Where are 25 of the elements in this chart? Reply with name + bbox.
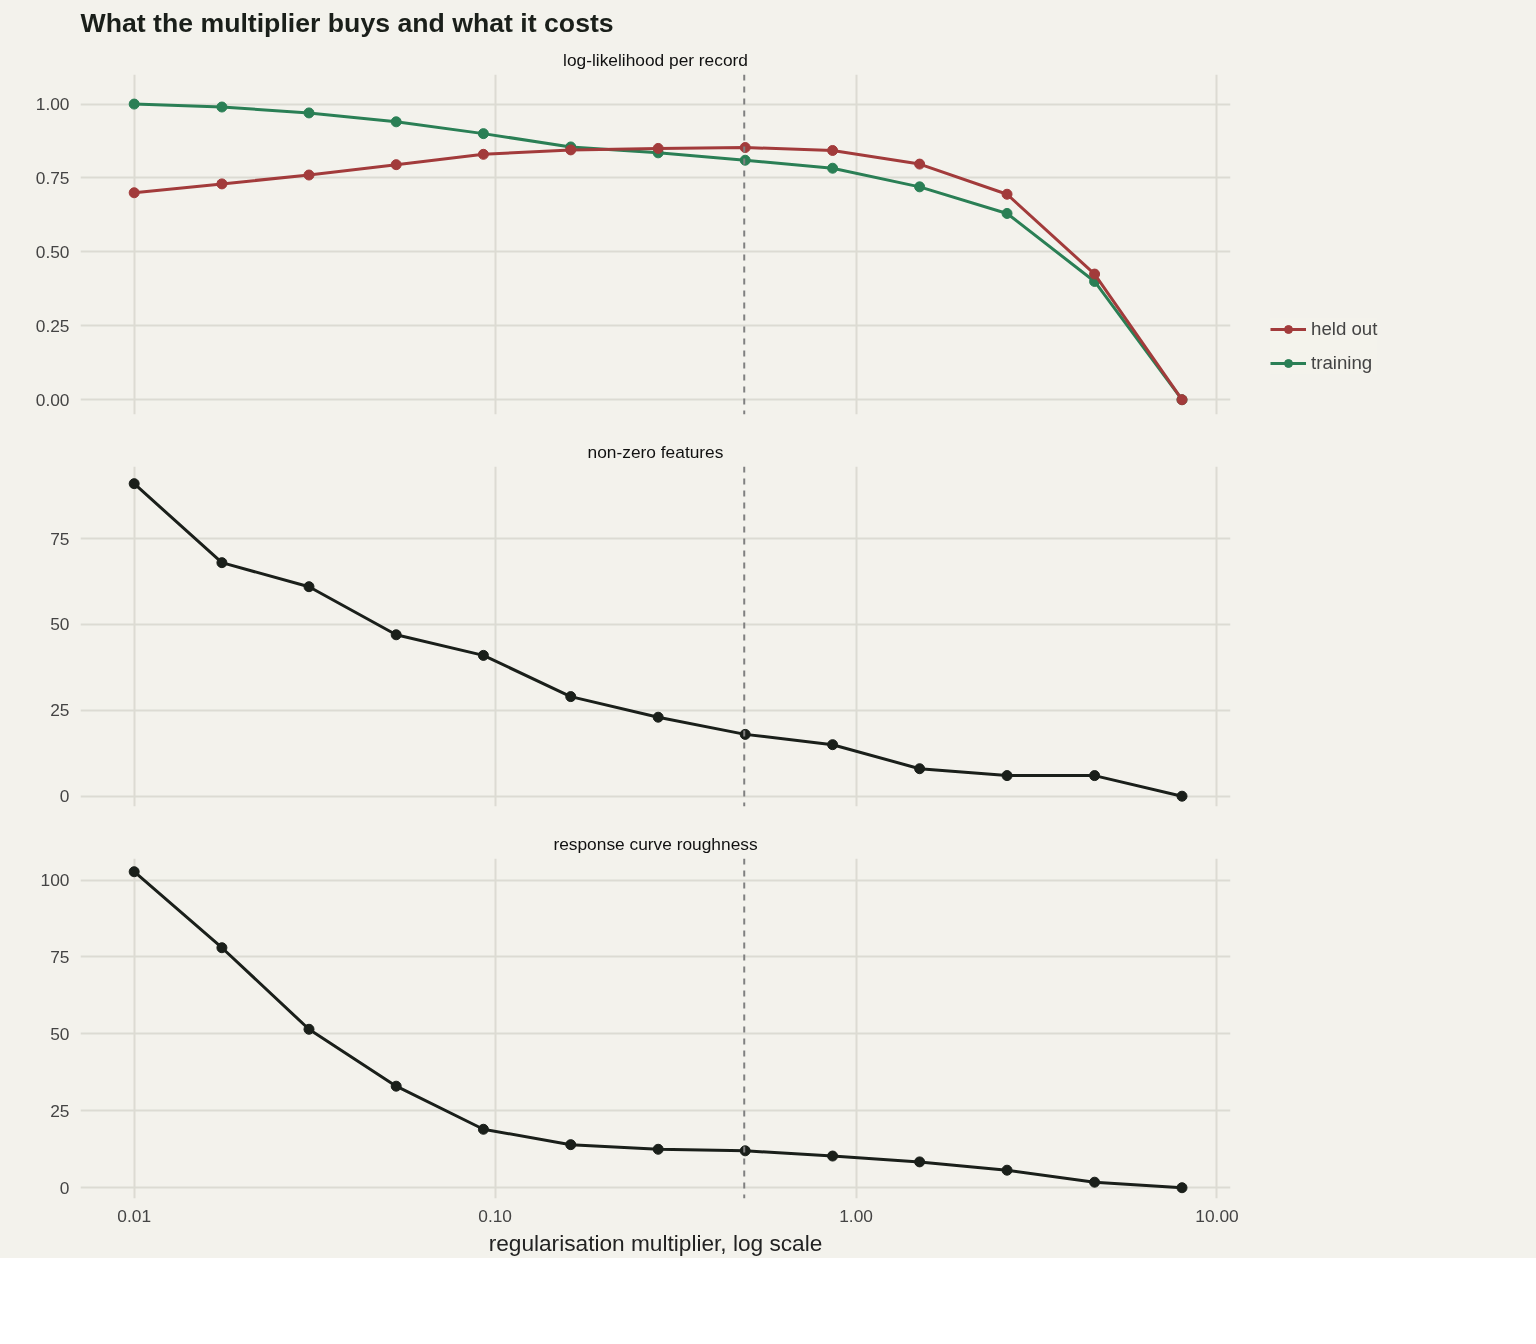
- y-tick-label: 50: [50, 614, 70, 635]
- x-tick-label: 10.00: [1195, 1205, 1239, 1226]
- legend-label: training: [1311, 352, 1373, 374]
- y-tick-label: 75: [50, 528, 70, 549]
- y-tick-label: 0.25: [35, 315, 70, 336]
- x-tick-label: 0.01: [117, 1205, 152, 1226]
- y-tick-label: 0.00: [35, 389, 70, 410]
- chart-title: What the multiplier buys and what it costs: [80, 7, 614, 38]
- chart-subtitle: log-likelihood per record: [563, 49, 748, 70]
- x-axis-title: regularisation multiplier, log scale: [488, 1229, 823, 1256]
- y-tick-label: 1.00: [35, 94, 70, 115]
- y-tick-label: 25: [50, 700, 70, 721]
- y-tick-label: 75: [50, 946, 70, 967]
- y-tick-label: 0: [59, 1177, 70, 1198]
- y-tick-label: 100: [40, 870, 70, 891]
- y-tick-label: 0.50: [35, 241, 70, 262]
- y-tick-label: 0.75: [35, 167, 70, 188]
- chart-subtitle: response curve roughness: [553, 833, 758, 854]
- y-tick-label: 50: [50, 1023, 70, 1044]
- x-tick-label: 0.10: [478, 1205, 512, 1226]
- x-tick-label: 1.00: [839, 1205, 873, 1226]
- y-tick-label: 25: [50, 1100, 70, 1121]
- y-tick-label: 0: [59, 786, 70, 807]
- legend-label: held out: [1311, 318, 1378, 340]
- chart-subtitle: non-zero features: [587, 441, 724, 462]
